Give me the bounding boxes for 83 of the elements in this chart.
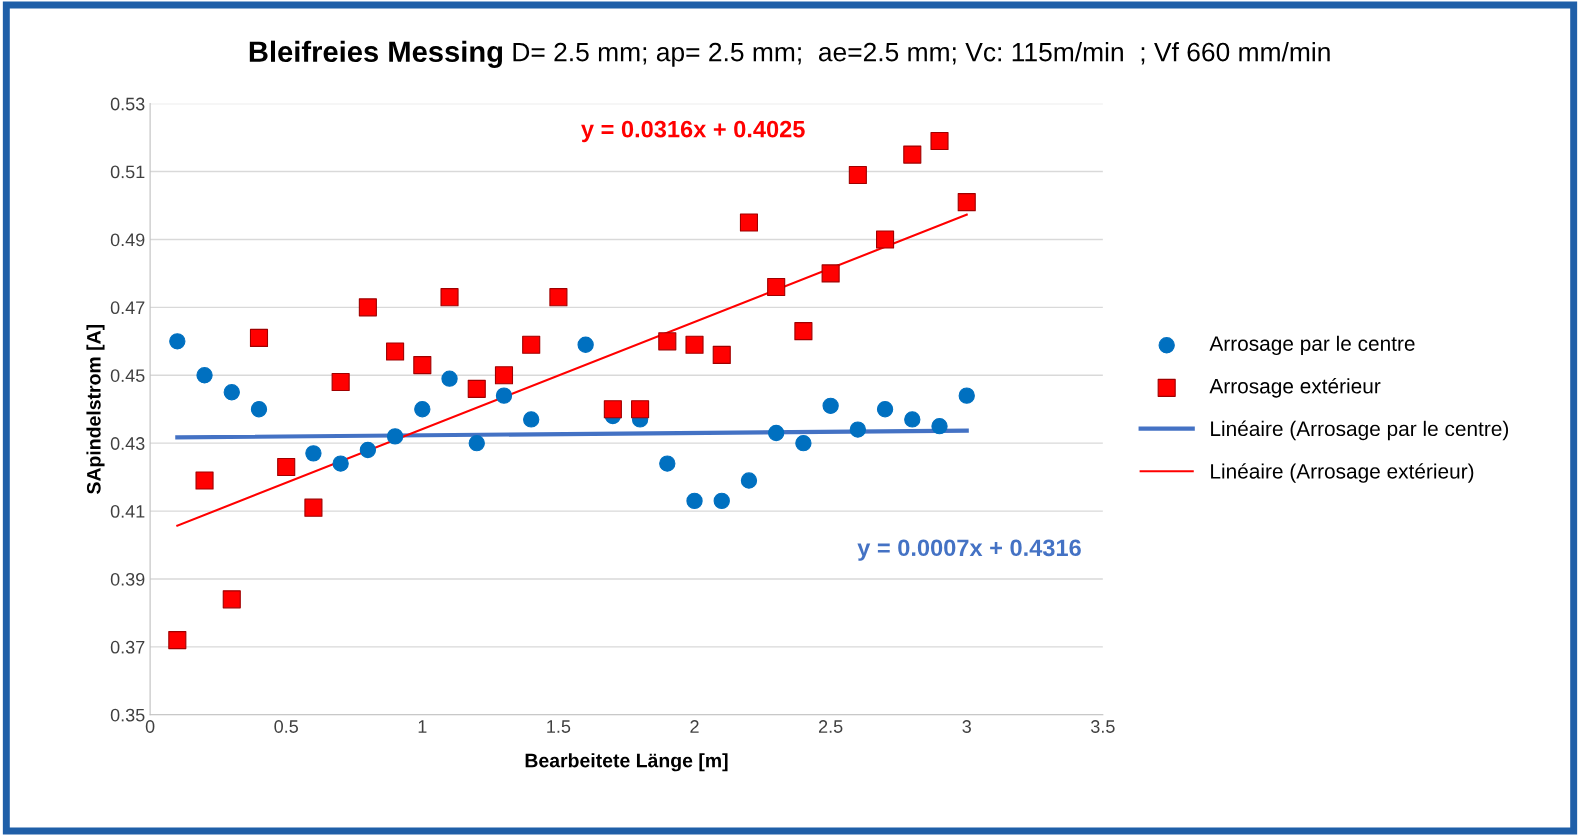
x-axis-title: Bearbeitete Länge [m]	[525, 753, 728, 772]
y-tick-label: 0.45	[110, 369, 145, 382]
point	[931, 418, 948, 435]
point	[876, 401, 894, 418]
point	[441, 370, 458, 387]
y-tick-label: 0.41	[110, 505, 145, 518]
x-tick-label: 1	[418, 720, 427, 733]
point	[359, 441, 377, 459]
point	[522, 335, 541, 354]
point	[768, 424, 785, 442]
y-tick-label: 0.39	[110, 572, 145, 586]
y-tick-label: 0.51	[110, 165, 145, 179]
y-axis-title: SApindelstrom [A]	[86, 324, 105, 494]
point	[740, 472, 758, 489]
point	[304, 498, 323, 517]
point	[739, 213, 759, 232]
point	[904, 411, 921, 428]
annotation: y = 0.0316x + 0.4025	[581, 120, 805, 143]
point	[277, 457, 296, 476]
legend-label: Arrosage extérieur	[1209, 377, 1381, 398]
point	[848, 165, 867, 185]
x-tick-label: 3	[962, 720, 971, 733]
point	[958, 387, 975, 404]
point	[686, 492, 703, 510]
point	[250, 401, 268, 418]
point	[494, 366, 514, 385]
point	[822, 397, 839, 414]
chart-subtitle: D= 2.5 mm; ap= 2.5 mm; ae=2.5 mm; Vc: 115m/min ; Vf 660 mm/min	[513, 42, 1330, 67]
point	[440, 288, 459, 307]
point	[413, 356, 432, 375]
point	[903, 145, 922, 164]
point	[876, 230, 895, 249]
point	[523, 411, 540, 428]
point	[577, 336, 594, 353]
legend-label: Arrosage par le centre	[1209, 335, 1415, 356]
point	[659, 455, 676, 472]
point	[386, 342, 405, 361]
point	[332, 455, 349, 472]
point	[603, 400, 622, 419]
point	[305, 445, 322, 462]
point	[631, 400, 650, 419]
x-tick-label: 2.5	[818, 720, 843, 733]
legend-label: Linéaire (Arrosage extérieur)	[1211, 463, 1474, 483]
point	[222, 590, 241, 609]
point	[169, 333, 186, 350]
point	[712, 345, 731, 364]
point	[930, 131, 949, 151]
legend-label: Linéaire (Arrosage par le centre)	[1211, 420, 1509, 441]
point	[821, 264, 840, 283]
point	[358, 298, 377, 317]
y-tick-label: 0.37	[110, 640, 145, 654]
point	[767, 277, 786, 297]
point	[223, 384, 240, 401]
y-tick-label: 0.53	[110, 97, 145, 111]
point	[414, 401, 431, 418]
point	[849, 421, 867, 438]
point	[713, 492, 730, 510]
point	[467, 379, 486, 398]
y-tick-label: 0.47	[110, 301, 145, 315]
x-tick-label: 1.5	[547, 720, 571, 733]
y-tick-label: 0.43	[110, 437, 145, 450]
point	[196, 367, 213, 384]
point	[795, 435, 812, 452]
point	[249, 328, 269, 347]
chart-title: Bleifreies Messing	[249, 40, 503, 68]
y-tick-label: 0.35	[110, 708, 145, 722]
point	[549, 288, 568, 307]
point	[331, 373, 350, 392]
point	[195, 471, 214, 490]
x-tick-label: 0	[145, 720, 155, 733]
point	[685, 335, 704, 354]
x-tick-label: 3.5	[1090, 720, 1115, 733]
point	[168, 631, 187, 650]
point	[957, 193, 976, 212]
annotation: y = 0.0007x + 0.4316	[857, 539, 1081, 561]
x-tick-label: 2	[690, 720, 699, 733]
x-tick-label: 0.5	[274, 720, 298, 733]
point	[658, 332, 677, 351]
point	[386, 428, 404, 445]
y-tick-label: 0.49	[110, 233, 145, 247]
point	[794, 322, 813, 341]
point	[468, 435, 485, 452]
point	[495, 387, 513, 404]
